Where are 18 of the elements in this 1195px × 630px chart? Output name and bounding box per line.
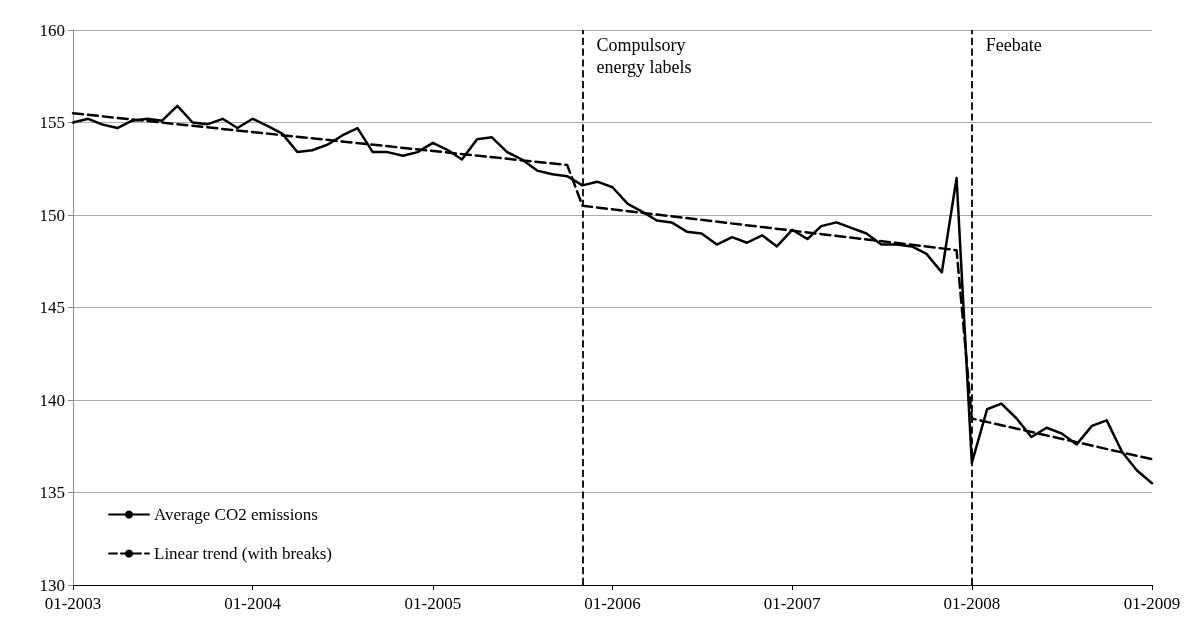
x-tick-label: 01-2008	[943, 594, 1001, 613]
ref-line-label: Compulsory energy labels	[596, 35, 692, 77]
x-tick-label: 01-2007	[763, 594, 821, 613]
x-tick-label: 01-2003	[44, 594, 102, 613]
y-tick-label: 135	[39, 483, 65, 502]
legend-label: Linear trend (with breaks)	[154, 544, 332, 563]
y-tick-label: 140	[39, 390, 65, 410]
x-tick-label: 01-2005	[404, 594, 462, 613]
x-tick-label: 01-2009	[1123, 594, 1181, 613]
ref-line-label: Feebate	[985, 35, 1042, 55]
y-tick-label: 160	[39, 20, 65, 40]
y-tick-label: 150	[39, 205, 65, 225]
y-tick-label: 155	[39, 113, 65, 132]
y-tick-label: 130	[39, 575, 65, 595]
x-tick-label: 01-2004	[224, 594, 282, 613]
y-tick-label: 145	[39, 298, 65, 317]
x-tick-label: 01-2006	[584, 594, 641, 613]
legend-label: Average CO2 emissions	[154, 505, 318, 524]
